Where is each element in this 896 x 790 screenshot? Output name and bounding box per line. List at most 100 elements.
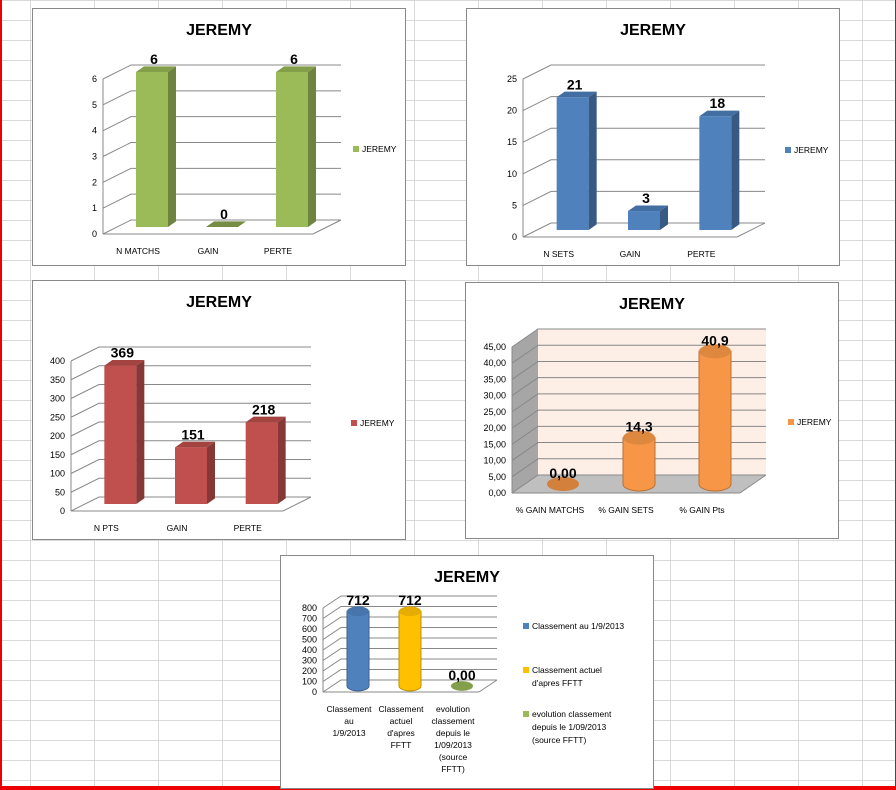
y-tick-label: 350: [50, 375, 65, 385]
gridline: [511, 377, 766, 397]
window-border: [0, 0, 2, 790]
data-label: 18: [710, 95, 726, 111]
bar-flat: [206, 221, 246, 227]
gridline: [102, 193, 341, 209]
bar-top: [451, 681, 473, 691]
chart-title: JEREMY: [620, 22, 686, 39]
category-label: % GAIN Pts: [679, 505, 724, 515]
gridline: [522, 96, 765, 112]
y-tick-label: 500: [302, 635, 317, 645]
gridline: [102, 219, 341, 235]
bar-side: [136, 360, 145, 504]
data-label: 3: [642, 190, 650, 206]
y-tick-label: 0: [92, 229, 97, 239]
gridline: [322, 616, 497, 630]
legend-label: Classement au 1/9/2013: [532, 621, 624, 631]
bar: [698, 350, 732, 492]
bar: [175, 447, 207, 504]
chart-classement[interactable]: JEREMY 0 100 200 300 400 500 600 700 800 712 Classe…: [280, 555, 654, 789]
gridline: [322, 658, 497, 672]
gridline: [511, 458, 766, 478]
category-label-line: N PTS: [94, 523, 119, 533]
y-tick-label: 1: [92, 203, 97, 213]
y-tick-label: 0: [60, 506, 65, 516]
gridline: [511, 474, 766, 494]
bar: [104, 365, 137, 504]
gridline: [70, 496, 311, 512]
gridline: [322, 669, 497, 682]
gridline: [511, 425, 766, 445]
legend-swatch: [785, 147, 791, 153]
floor-edge: [736, 222, 766, 238]
gridline: [102, 167, 341, 183]
legend-swatch: [788, 419, 794, 425]
floor-edge: [739, 474, 767, 494]
chart-percent-gain[interactable]: JEREMY 0,00 5,00 10,00 15,00 20,00 25,00 30,00 3…: [465, 282, 839, 539]
legend-label: JEREMY: [794, 145, 829, 155]
y-tick-label: 25,00: [483, 407, 506, 417]
category-label: evolution classement depuis le 1/09/2013 (so…: [432, 704, 476, 774]
gridline: [102, 142, 341, 157]
bar-top: [628, 205, 668, 212]
bar: [136, 72, 168, 227]
chart-points[interactable]: JEREMY 0 50 100 150 200 250 300 350 400 369 N PTS 15…: [32, 280, 406, 540]
y-tick-label: 40,00: [483, 358, 506, 368]
y-tick-label: 150: [50, 450, 65, 460]
legend-swatch: [353, 146, 359, 152]
y-tick-label: 800: [302, 603, 317, 613]
category-label-line: GAIN: [620, 249, 641, 259]
category-label-line: classement: [432, 716, 476, 726]
category-label-line: actuel: [390, 716, 413, 726]
legend-swatch: [523, 711, 529, 717]
chart-title: JEREMY: [619, 296, 685, 313]
chart-matchs[interactable]: JEREMY 0 1 2 3 4 5 6 6 N MATCHS 0 GAIN 6 PERTE JEREMY: [32, 8, 406, 266]
data-label: 0: [220, 206, 228, 222]
category-label: % GAIN SETS: [598, 505, 654, 515]
gridline: [322, 627, 497, 640]
y-tick-label: 100: [50, 469, 65, 479]
legend-label-line: depuis le 1/09/2013: [532, 722, 606, 732]
y-tick-label: 200: [50, 431, 65, 441]
legend-label: JEREMY: [360, 418, 395, 428]
gridline: [522, 64, 765, 80]
bar-side: [660, 205, 668, 230]
bar: [622, 437, 656, 492]
legend-swatch: [523, 623, 529, 629]
gridline: [511, 328, 766, 348]
bar: [276, 72, 308, 227]
y-tick-label: 0: [312, 687, 317, 697]
legend-swatch: [351, 420, 357, 426]
bar-top: [399, 606, 421, 617]
category-label: N PTS: [94, 523, 119, 533]
data-label: 369: [111, 345, 135, 361]
bar-top: [547, 476, 579, 492]
y-tick-label: 700: [302, 614, 317, 624]
legend-label-line: evolution classement: [532, 709, 612, 719]
data-label: 712: [398, 592, 422, 608]
bar-top: [556, 91, 597, 98]
data-label: 6: [290, 51, 298, 67]
gridline: [70, 384, 311, 399]
category-label-line: % GAIN SETS: [598, 505, 654, 515]
bar-top: [699, 344, 731, 359]
bar-side: [277, 416, 286, 504]
category-label-line: FFTT): [441, 764, 465, 774]
legend-label: evolution classement depuis le 1/09/2013 (…: [532, 709, 612, 745]
category-label: PERTE: [264, 246, 293, 256]
chart-sets[interactable]: JEREMY 0 5 10 15 20 25 21 N SETS 3 GAIN 18 PERTE JERE…: [466, 8, 840, 266]
category-label: N MATCHS: [116, 246, 160, 256]
bar: [245, 422, 278, 504]
chart-title: JEREMY: [186, 22, 252, 39]
bar: [346, 610, 370, 692]
y-tick-label: 250: [50, 412, 65, 422]
category-label: GAIN: [198, 246, 219, 256]
legend-label: JEREMY: [797, 417, 832, 427]
y-tick-label: 600: [302, 624, 317, 634]
gridline: [322, 606, 497, 619]
y-tick-label: 5,00: [488, 472, 506, 482]
chart-title: JEREMY: [434, 569, 500, 586]
y-tick-label: 5: [512, 200, 517, 210]
bar-top: [175, 441, 215, 448]
category-label-line: PERTE: [687, 249, 716, 259]
category-label-line: (source: [439, 752, 468, 762]
